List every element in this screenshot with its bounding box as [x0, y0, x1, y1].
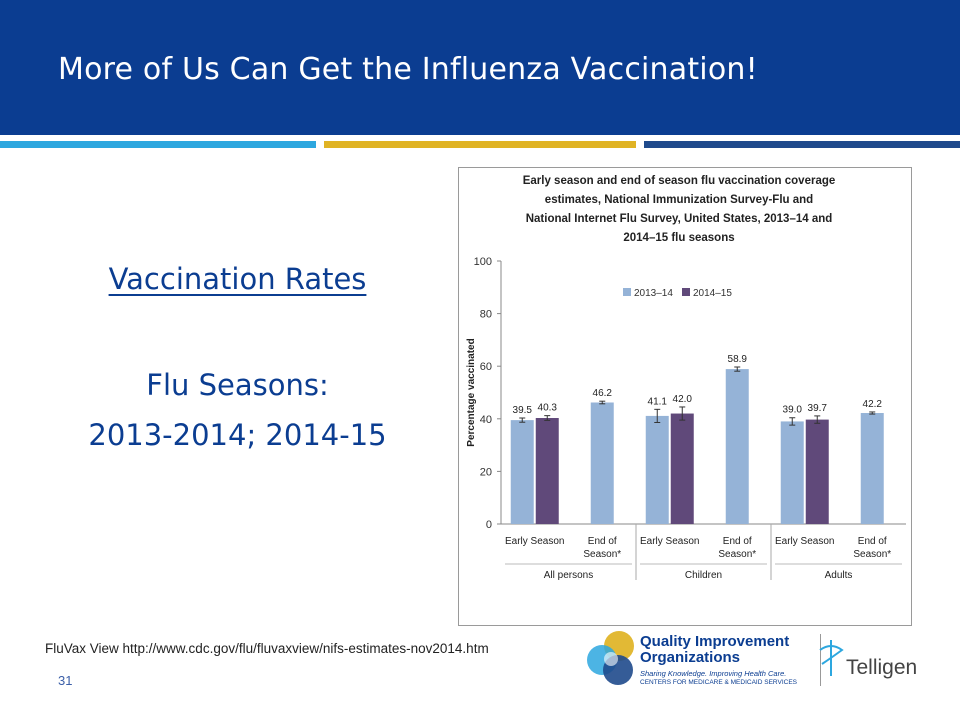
y-axis-label: Percentage vaccinated [466, 338, 477, 446]
bar-value-label: 58.9 [728, 354, 748, 365]
bar-all-persons [590, 402, 614, 524]
legend-label-2013-14: 2013–14 [634, 288, 673, 299]
bar-value-label: 41.1 [648, 396, 668, 407]
y-tick-label: 0 [486, 519, 492, 531]
x-group-label: Adults [825, 570, 853, 581]
bar-children [725, 369, 749, 524]
y-tick-label: 20 [480, 466, 492, 478]
bar-children [670, 413, 694, 524]
y-tick-label: 60 [480, 361, 492, 373]
x-group-label: All persons [544, 570, 593, 581]
qio-name-line1: Quality Improvement [640, 633, 790, 650]
x-subcategory-label-line2: Season* [718, 549, 756, 560]
chart-frame: Early season and end of season flu vacci… [458, 167, 912, 626]
legend-swatch-2013-14 [623, 288, 631, 296]
x-subcategory-label: Early Season [505, 536, 564, 547]
source-citation: FluVax View http://www.cdc.gov/flu/fluva… [45, 641, 489, 656]
bar-value-label: 39.0 [783, 405, 803, 416]
legend-label-2014-15: 2014–15 [693, 288, 732, 299]
logo-divider [820, 634, 821, 686]
x-subcategory-label: Early Season [640, 536, 699, 547]
x-subcategory-label: Early Season [775, 536, 834, 547]
bar-adults [860, 413, 884, 524]
slide-title: More of Us Can Get the Influenza Vaccina… [58, 52, 758, 87]
bar-all-persons [510, 420, 534, 524]
x-subcategory-label-line2: Season* [583, 549, 621, 560]
bar-children [645, 415, 669, 524]
bar-all-persons [535, 418, 559, 524]
vaccination-bar-chart: Early season and end of season flu vacci… [466, 175, 906, 581]
accent-stripe-gold [324, 141, 636, 148]
accent-stripe-blue [0, 141, 316, 148]
bar-adults [805, 419, 829, 524]
telligen-caduceus-icon [819, 640, 844, 676]
accent-stripe-navy [644, 141, 960, 148]
season-years: 2013-2014; 2014-15 [88, 418, 387, 452]
page-number: 31 [58, 673, 73, 688]
bar-value-label: 42.2 [863, 399, 883, 410]
x-subcategory-label-line2: Season* [853, 549, 891, 560]
bar-value-label: 39.7 [808, 403, 828, 414]
x-group-label: Children [685, 570, 722, 581]
qio-name-line2: Organizations [640, 649, 741, 666]
chart-title-line: estimates, National Immunization Survey-… [545, 194, 813, 206]
qio-logo-icon [587, 631, 634, 685]
x-subcategory-label-line1: End of [588, 536, 617, 547]
y-tick-label: 80 [480, 309, 492, 321]
y-tick-label: 40 [480, 414, 492, 426]
bar-value-label: 42.0 [673, 394, 693, 405]
bar-value-label: 40.3 [538, 403, 558, 414]
chart-title-line: Early season and end of season flu vacci… [523, 175, 836, 187]
qio-name: Quality Improvement Organizations [640, 634, 789, 666]
chart-title-line: National Internet Flu Survey, United Sta… [526, 213, 833, 225]
footer-logos: Quality Improvement Organizations Sharin… [584, 628, 924, 690]
qio-tagline: Sharing Knowledge. Improving Health Care… [640, 669, 787, 678]
legend-swatch-2014-15 [682, 288, 690, 296]
vaccination-rates-link[interactable]: Vaccination Rates [108, 262, 367, 296]
y-tick-label: 100 [474, 256, 492, 268]
flu-seasons-heading: Flu Seasons: [146, 368, 329, 402]
bar-value-label: 39.5 [513, 405, 533, 416]
x-subcategory-label-line1: End of [858, 536, 887, 547]
bar-value-label: 46.2 [593, 388, 613, 399]
telligen-logo-text: Telligen [846, 656, 918, 679]
qio-cms-line: CENTERS FOR MEDICARE & MEDICAID SERVICES [640, 679, 797, 686]
title-bar: More of Us Can Get the Influenza Vaccina… [0, 0, 960, 135]
chart-title-line: 2014–15 flu seasons [623, 232, 734, 244]
bar-adults [780, 421, 804, 524]
x-subcategory-label-line1: End of [723, 536, 752, 547]
